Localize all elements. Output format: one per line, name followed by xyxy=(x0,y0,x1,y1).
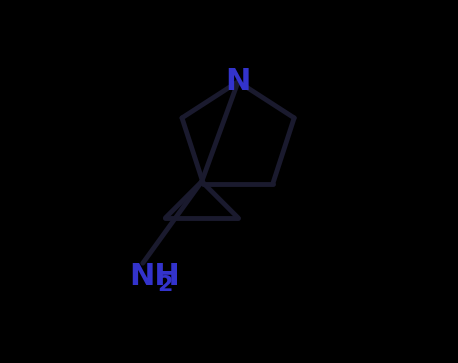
Text: NH: NH xyxy=(129,262,180,291)
Text: N: N xyxy=(225,67,251,96)
Text: 2: 2 xyxy=(157,275,173,295)
